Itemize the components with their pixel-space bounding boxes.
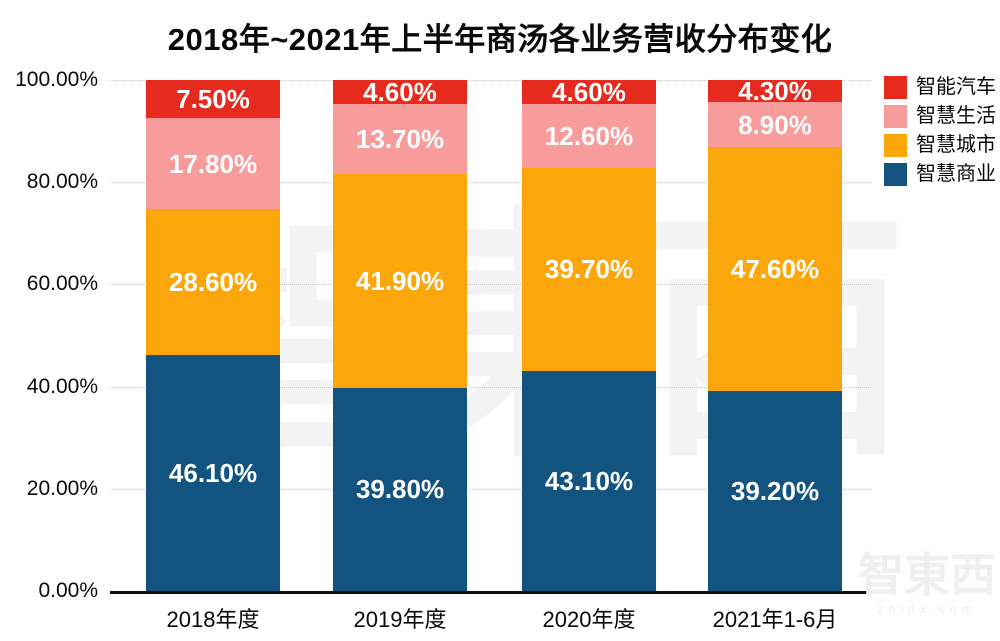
- segment-value-label: 47.60%: [730, 254, 820, 285]
- bar-segment-智慧城市: 28.60%: [146, 209, 280, 356]
- x-axis-label: 2018年度: [166, 607, 260, 632]
- bar-segment-智慧生活: 12.60%: [522, 103, 656, 168]
- legend-item-智慧生活: 智慧生活: [884, 105, 996, 128]
- stacked-bar-2018年度: 7.50% 17.80% 28.60% 46.10%: [146, 80, 280, 591]
- legend-swatch: [884, 163, 907, 186]
- watermark-site-text: zhidx.com: [877, 602, 977, 616]
- plot-area: 7.50% 17.80% 28.60% 46.10% 4.60% 13.70% 41.90%…: [110, 75, 871, 594]
- segment-value-label: 13.70%: [355, 123, 445, 154]
- segment-value-label: 39.20%: [730, 475, 820, 506]
- bar-segment-智慧生活: 8.90%: [708, 101, 842, 148]
- segment-value-label: 39.70%: [544, 254, 634, 285]
- segment-value-label: 4.60%: [552, 76, 626, 107]
- segment-value-label: 41.90%: [355, 265, 445, 296]
- y-axis-label: 80.00%: [26, 170, 98, 194]
- y-axis-label: 40.00%: [26, 374, 98, 398]
- legend: 智能汽车智慧生活智慧城市智慧商业: [884, 76, 996, 192]
- bar-segment-智慧商业: 39.20%: [708, 390, 842, 591]
- legend-swatch: [884, 105, 907, 128]
- x-axis-label: 2019年度: [353, 607, 447, 632]
- segment-value-label: 28.60%: [168, 267, 258, 298]
- segment-value-label: 7.50%: [176, 84, 250, 115]
- legend-item-智慧商业: 智慧商业: [884, 163, 996, 186]
- bar-segment-智能汽车: 7.50%: [146, 80, 280, 119]
- watermark-bottom-right: 智東西 zhidx.com: [852, 550, 1000, 616]
- stacked-bar-2020年度: 4.60% 12.60% 39.70% 43.10%: [522, 76, 656, 591]
- segment-value-label: 46.10%: [168, 458, 258, 489]
- y-axis-label: 60.00%: [26, 272, 98, 296]
- segment-value-label: 39.80%: [355, 474, 445, 505]
- gridline: [110, 386, 871, 388]
- segment-value-label: 17.80%: [168, 148, 258, 179]
- legend-label: 智能汽车: [916, 76, 996, 98]
- legend-swatch: [884, 134, 907, 157]
- bar-segment-智能汽车: 4.60%: [333, 76, 467, 107]
- bar-segment-智能汽车: 4.30%: [708, 75, 842, 106]
- chart-title: 2018年~2021年上半年商汤各业务营收分布变化: [167, 22, 833, 57]
- bar-segment-智慧城市: 41.90%: [333, 173, 467, 388]
- segment-value-label: 12.60%: [544, 120, 634, 151]
- x-axis-label: 2020年度: [542, 607, 636, 632]
- segment-value-label: 4.30%: [738, 75, 812, 106]
- bar-segment-智慧生活: 13.70%: [333, 103, 467, 174]
- bar-segment-智慧商业: 43.10%: [522, 370, 656, 591]
- y-axis: 100.00% 80.00% 60.00% 40.00% 20.00% 0.00%: [0, 68, 98, 602]
- segment-value-label: 8.90%: [738, 109, 812, 140]
- legend-item-智能汽车: 智能汽车: [884, 76, 996, 99]
- stacked-bar-2021年1-6月: 4.30% 8.90% 47.60% 39.20%: [708, 75, 842, 591]
- bar-segment-智能汽车: 4.60%: [522, 76, 656, 107]
- gridline: [110, 488, 871, 490]
- legend-label: 智慧商业: [916, 163, 996, 185]
- bar-segment-智慧商业: 46.10%: [146, 355, 280, 591]
- bar-segment-智慧生活: 17.80%: [146, 118, 280, 210]
- watermark-logo-small: 智東西: [858, 549, 996, 601]
- gridline: [110, 182, 871, 184]
- gridline: [110, 80, 871, 81]
- bar-segment-智慧商业: 39.80%: [333, 387, 467, 591]
- y-axis-label: 20.00%: [26, 476, 98, 500]
- legend-label: 智慧城市: [916, 134, 996, 156]
- segment-value-label: 43.10%: [544, 465, 634, 496]
- x-axis-label: 2021年1-6月: [712, 607, 838, 632]
- segment-value-label: 4.60%: [363, 76, 437, 107]
- stacked-bar-2019年度: 4.60% 13.70% 41.90% 39.80%: [333, 76, 467, 591]
- legend-item-智慧城市: 智慧城市: [884, 134, 996, 157]
- legend-label: 智慧生活: [916, 105, 996, 127]
- y-axis-label: 0.00%: [38, 579, 98, 602]
- y-axis-label: 100.00%: [15, 68, 98, 91]
- bar-segment-智慧城市: 39.70%: [522, 167, 656, 371]
- gridline: [110, 284, 871, 286]
- bar-segment-智慧城市: 47.60%: [708, 147, 842, 391]
- legend-swatch: [884, 76, 907, 99]
- x-axis: 2018年度 2019年度 2020年度 2021年1-6月: [110, 602, 871, 634]
